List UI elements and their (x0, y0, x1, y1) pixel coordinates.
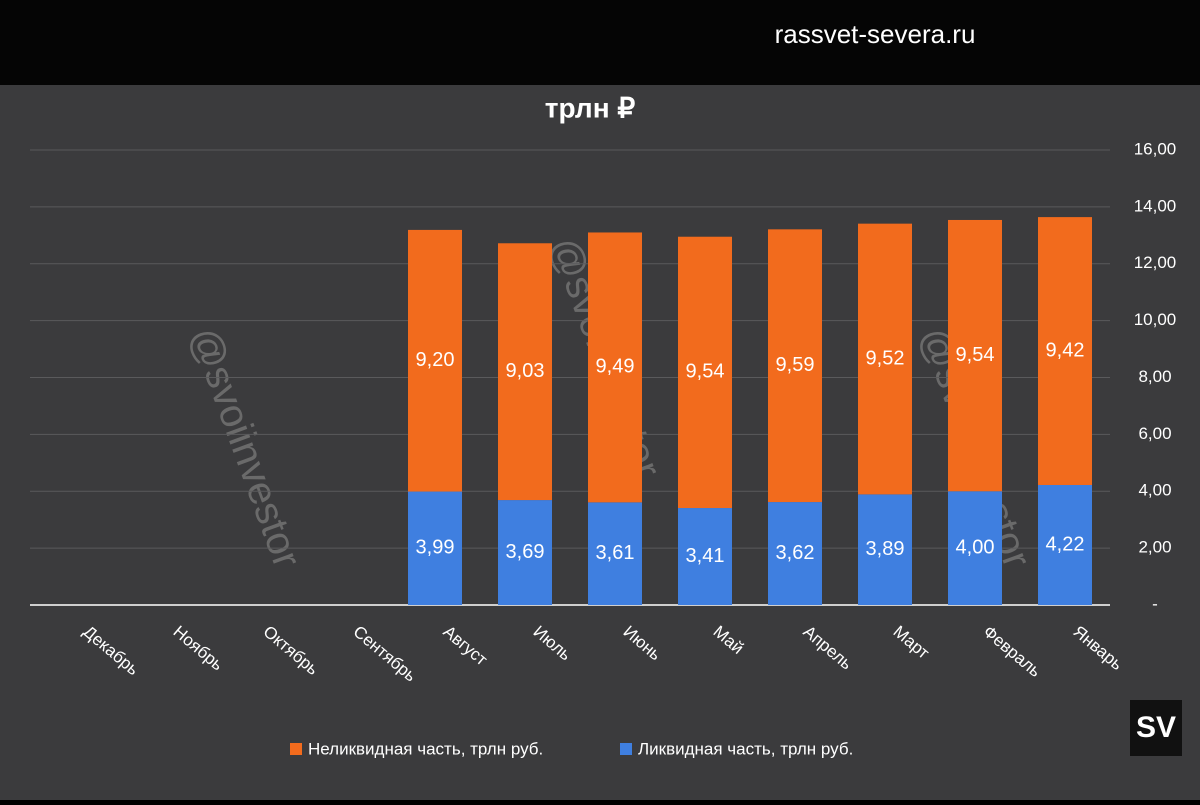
data-label: 9,59 (776, 354, 815, 376)
data-label: 4,00 (956, 536, 995, 558)
data-label: 3,62 (776, 542, 815, 564)
legend-swatch (290, 743, 302, 755)
data-label: 4,22 (1046, 533, 1085, 555)
bar-segment (408, 229, 462, 492)
bar-segment (498, 243, 552, 501)
data-label: 9,54 (956, 344, 995, 366)
data-label: 3,99 (416, 537, 455, 559)
data-label: 9,03 (506, 360, 545, 382)
data-label: 3,41 (686, 545, 725, 567)
data-label: 3,89 (866, 538, 905, 560)
y-tick-label: 2,00 (1138, 538, 1171, 557)
chart-title: трлн ₽ (545, 92, 636, 123)
bar-segment (768, 502, 822, 605)
y-tick-label: 8,00 (1138, 367, 1171, 386)
y-tick-label: 12,00 (1134, 253, 1177, 272)
logo: SV (1136, 711, 1176, 744)
y-tick-label: 6,00 (1138, 424, 1171, 443)
data-label: 9,42 (1046, 339, 1085, 361)
bar-segment (948, 219, 1002, 492)
data-label: 9,20 (416, 349, 455, 371)
bar-segment (948, 491, 1002, 605)
legend-label: Неликвидная часть, трлн руб. (308, 739, 543, 758)
data-label: 3,69 (506, 541, 545, 563)
logo-box (1130, 700, 1182, 756)
y-tick-label: 4,00 (1138, 481, 1171, 500)
bar-segment (588, 502, 642, 605)
bar-segment (498, 500, 552, 605)
top-bar (0, 0, 1200, 85)
y-tick-label: 14,00 (1134, 196, 1177, 215)
bar-segment (678, 508, 732, 605)
site-name: rassvet-severa.ru (775, 19, 976, 49)
data-label: 9,49 (596, 356, 635, 378)
y-tick-label: 16,00 (1134, 139, 1177, 158)
bar-segment (678, 236, 732, 509)
bar-segment (858, 494, 912, 605)
y-tick-label: - (1152, 594, 1158, 613)
data-label: 3,61 (596, 542, 635, 564)
y-tick-label: 10,00 (1134, 310, 1177, 329)
bar-segment (1038, 217, 1092, 485)
bar-segment (408, 491, 462, 605)
bar-segment (588, 232, 642, 503)
bar-segment (858, 223, 912, 495)
data-label: 9,54 (686, 361, 725, 383)
data-label: 9,52 (866, 347, 905, 369)
bar-segment (1038, 484, 1092, 605)
legend-label: Ликвидная часть, трлн руб. (638, 739, 853, 758)
bar-segment (768, 229, 822, 503)
legend-swatch (620, 743, 632, 755)
